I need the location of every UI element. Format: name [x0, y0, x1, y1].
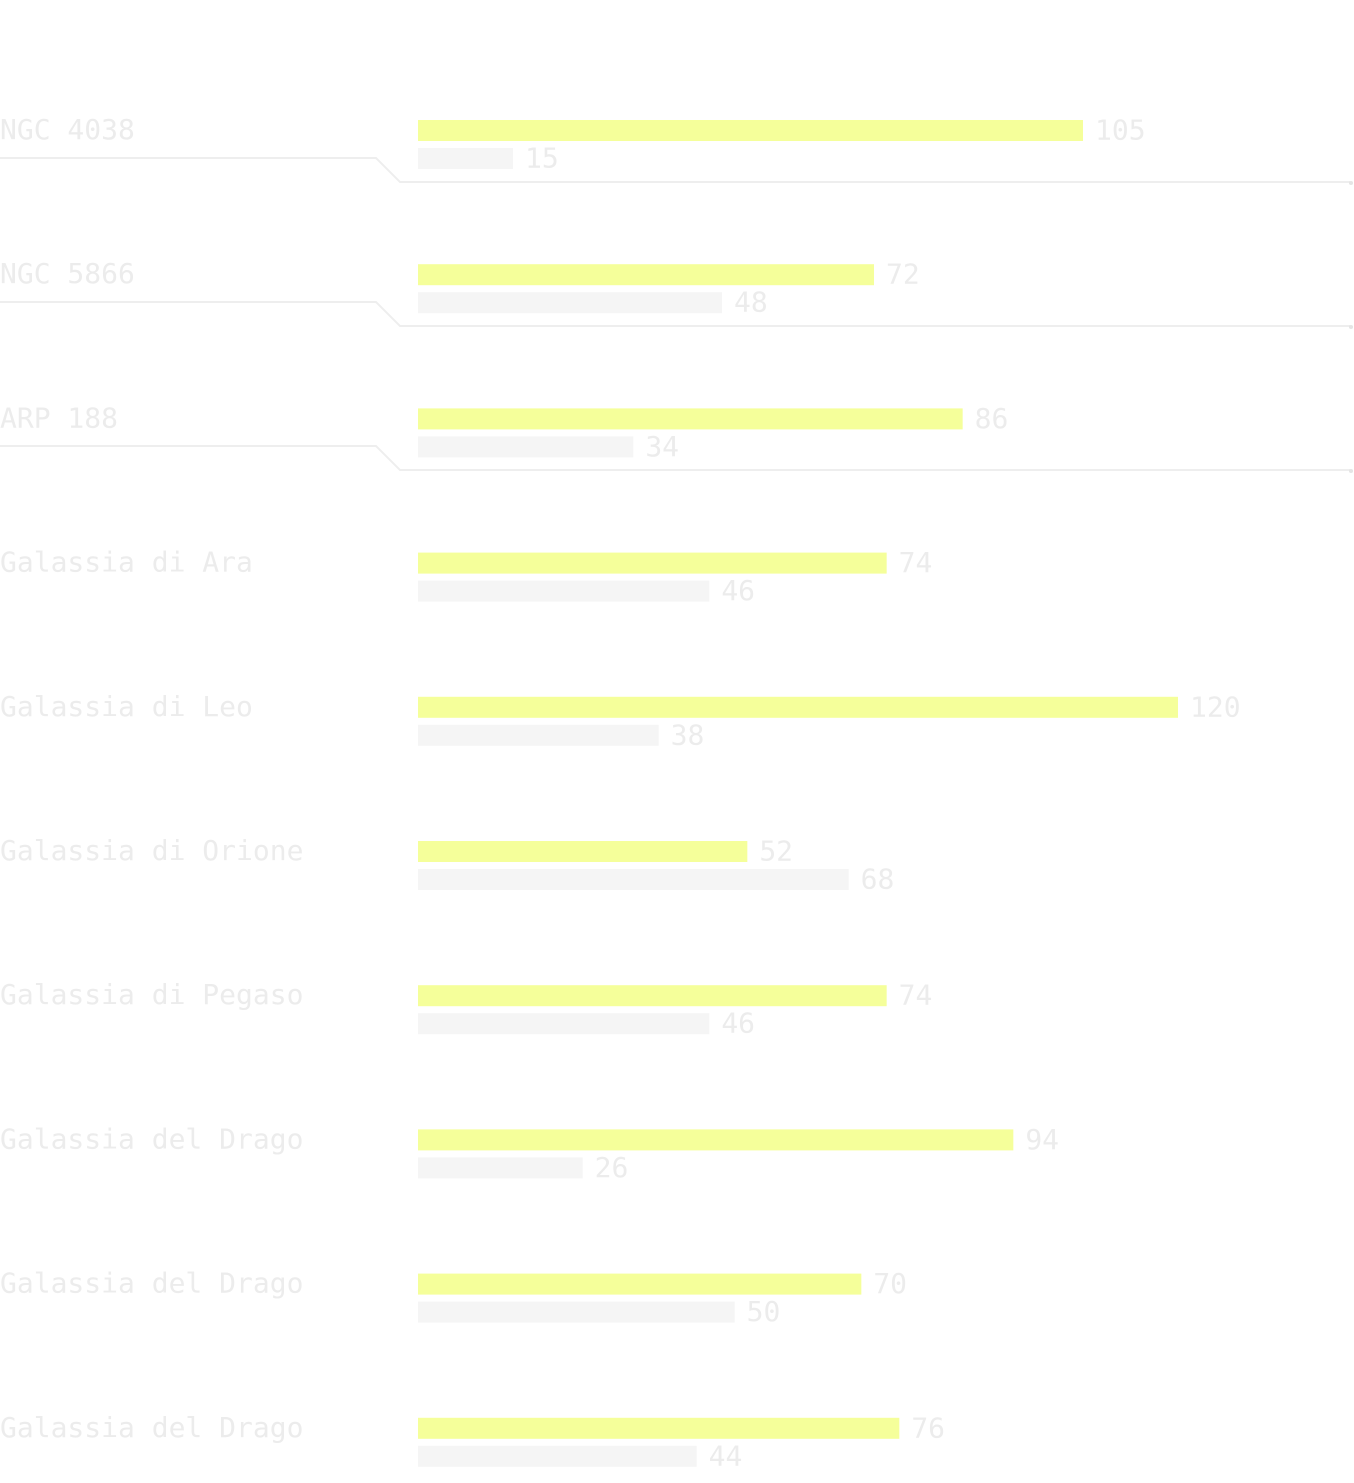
category-label: Galassia del Drago [0, 1122, 303, 1155]
separator-dot [1349, 181, 1353, 185]
value-label: 46 [721, 574, 755, 607]
bar [418, 264, 874, 286]
category-label: Galassia del Drago [0, 1411, 303, 1444]
bar [418, 985, 887, 1007]
row-separator [0, 445, 1350, 471]
bar [418, 1417, 900, 1439]
bar [418, 148, 513, 169]
bar [418, 580, 710, 602]
category-label: Galassia di Pegaso [0, 978, 303, 1011]
bar [418, 1301, 735, 1323]
row-separator [0, 157, 1350, 183]
category-label: NGC 5866 [0, 257, 135, 290]
row-separator [0, 301, 1350, 327]
value-label: 50 [747, 1295, 781, 1328]
category-label: ARP 188 [0, 401, 118, 434]
separator-dot [1349, 325, 1353, 329]
value-label: 15 [525, 142, 559, 175]
category-label: Galassia di Orione [0, 834, 303, 867]
bar [418, 436, 634, 458]
value-label: 68 [861, 863, 895, 896]
separator-dot [1349, 469, 1353, 473]
bar [418, 724, 659, 746]
value-label: 76 [911, 1411, 945, 1444]
value-label: 52 [759, 835, 793, 868]
value-label: 94 [1025, 1123, 1059, 1156]
value-label: 26 [595, 1151, 629, 1184]
bar [418, 408, 963, 430]
value-label: 74 [899, 979, 933, 1012]
category-label: Galassia di Leo [0, 690, 253, 723]
category-label: Galassia di Ara [0, 546, 253, 579]
category-label: NGC 4038 [0, 113, 135, 146]
value-label: 120 [1190, 690, 1241, 723]
bar [418, 841, 748, 862]
bar [418, 292, 722, 314]
value-label: 86 [975, 402, 1009, 435]
bar [418, 1157, 583, 1179]
value-label: 44 [709, 1439, 743, 1472]
bar [418, 552, 887, 574]
category-label: Galassia del Drago [0, 1267, 303, 1300]
bar [418, 696, 1178, 718]
value-label: 105 [1095, 114, 1146, 147]
bar [418, 1445, 697, 1467]
bar [418, 1273, 862, 1295]
bar [418, 869, 849, 890]
bar [418, 1129, 1014, 1151]
value-label: 48 [734, 286, 768, 319]
value-label: 72 [886, 258, 920, 291]
value-label: 38 [671, 718, 705, 751]
bar [418, 120, 1083, 141]
value-label: 70 [873, 1267, 907, 1300]
value-label: 74 [899, 546, 933, 579]
value-label: 34 [645, 430, 679, 463]
value-label: 46 [721, 1007, 755, 1040]
bar [418, 1013, 710, 1035]
